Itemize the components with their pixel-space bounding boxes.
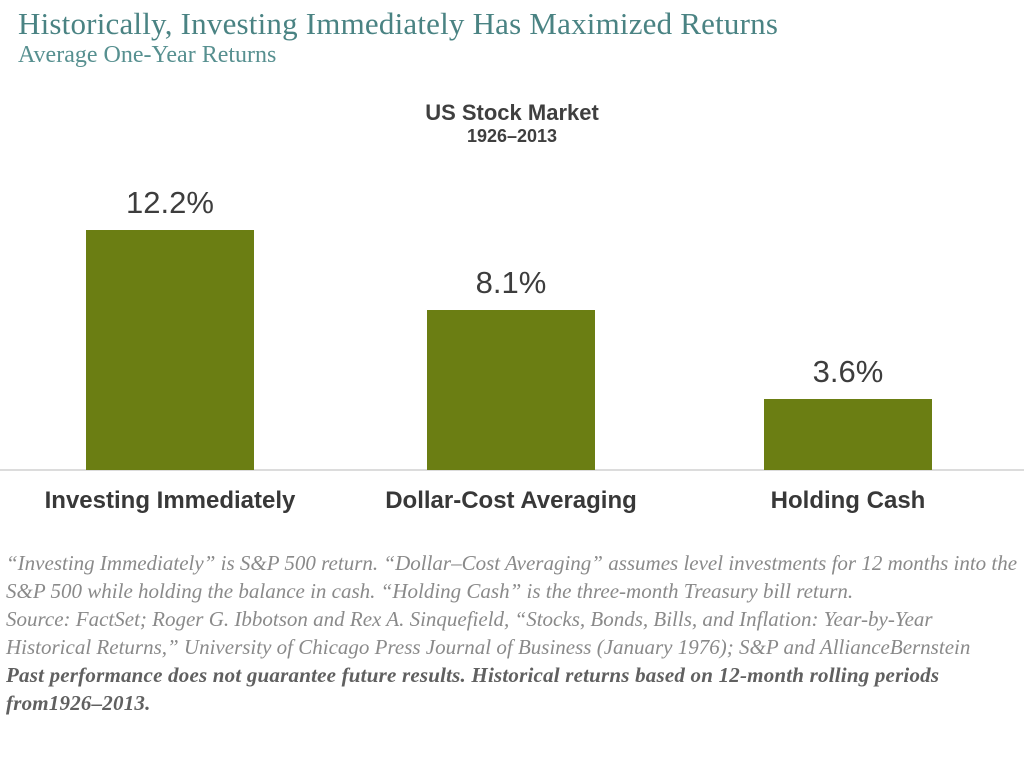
x-axis-baseline xyxy=(0,469,1024,471)
footnote-disclaimer: Past performance does not guarantee futu… xyxy=(6,663,940,715)
bar-dollar-cost-averaging xyxy=(427,310,595,470)
bar-holding-cash xyxy=(764,399,932,470)
chart-period: 1926–2013 xyxy=(466,126,558,146)
category-label-investing-immediately: Investing Immediately xyxy=(44,487,296,514)
footnote-definitions: “Investing Immediately” is S&P 500 retur… xyxy=(6,551,1018,603)
category-label-holding-cash: Holding Cash xyxy=(770,487,926,514)
bar-group-dollar-cost-averaging: 8.1% xyxy=(427,140,595,470)
bar-group-investing-immediately: 12.2% xyxy=(86,140,254,470)
bar-value-label: 12.2% xyxy=(126,185,214,220)
chart-title: US Stock Market xyxy=(425,100,599,125)
page-subtitle: Average One-Year Returns xyxy=(18,42,277,68)
footnote-source: Source: FactSet; Roger G. Ibbotson and R… xyxy=(6,607,971,659)
bar-value-label: 3.6% xyxy=(812,354,884,389)
bar-investing-immediately xyxy=(86,230,254,470)
footnotes-block: “Investing Immediately” is S&P 500 retur… xyxy=(6,549,1018,717)
category-label-dollar-cost-averaging: Dollar-Cost Averaging xyxy=(385,487,637,514)
chart-title-block: US Stock Market 1926–2013 xyxy=(0,100,1024,147)
bar-value-label: 8.1% xyxy=(475,265,547,300)
bar-group-holding-cash: 3.6% xyxy=(764,140,932,470)
page-title: Historically, Investing Immediately Has … xyxy=(18,6,779,41)
